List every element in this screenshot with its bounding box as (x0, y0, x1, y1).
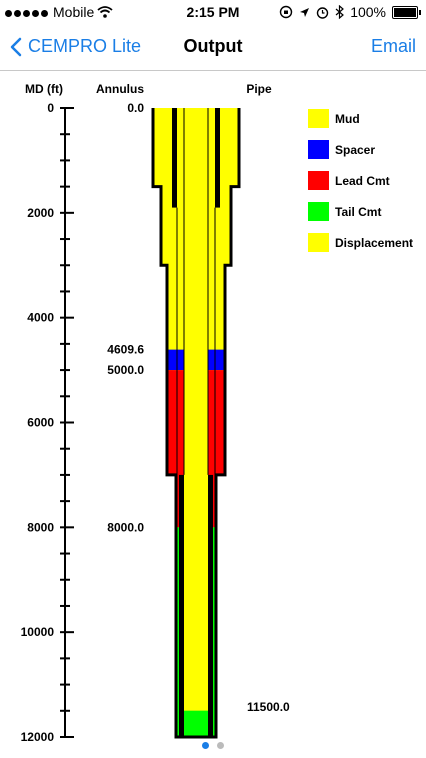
annulus-depth-label: 0.0 (127, 101, 144, 115)
bluetooth-icon (335, 5, 345, 19)
pipe-wall-right (208, 474, 213, 737)
legend-swatch (308, 233, 329, 252)
y-tick-label: 2000 (27, 206, 54, 220)
back-button[interactable]: CEMPRO Lite (10, 36, 141, 57)
y-tick-label: 12000 (21, 730, 55, 744)
page-dot[interactable] (202, 742, 209, 749)
alarm-icon (316, 6, 329, 19)
casing-wall-right (215, 108, 220, 208)
signal-icon (5, 4, 50, 20)
pipe-depth-label: 11500.0 (247, 700, 290, 714)
annulus-header: Annulus (96, 82, 144, 96)
wellbore-schematic (151, 108, 241, 739)
legend-label: Spacer (335, 143, 375, 157)
status-bar: Mobile 2:15 PM 100% (0, 0, 426, 26)
email-button[interactable]: Email (370, 36, 416, 56)
page-title: Output (183, 36, 243, 56)
legend: Mud Spacer Lead Cmt Tail Cmt Displacement (308, 109, 413, 252)
status-right: 100% (279, 4, 421, 20)
location-icon (300, 7, 310, 17)
y-tick-label: 8000 (27, 520, 54, 534)
page-dot[interactable] (217, 742, 224, 749)
pipe-fluid-tail-cmt (184, 710, 208, 737)
y-tick-label: 4000 (27, 311, 54, 325)
chevron-left-icon (10, 37, 22, 56)
battery-icon (392, 5, 421, 19)
y-tick-label: 0 (47, 101, 54, 115)
legend-label: Tail Cmt (335, 205, 381, 219)
navigation-bar: CEMPRO Lite Output Email (0, 26, 426, 71)
casing-wall-left (172, 108, 177, 208)
status-time: 2:15 PM (186, 4, 240, 20)
battery-percent: 100% (350, 4, 386, 20)
pipe-wall-left (179, 474, 184, 737)
legend-swatch (308, 140, 329, 159)
legend-label: Lead Cmt (335, 174, 390, 188)
legend-label: Displacement (335, 236, 413, 250)
y-axis-title: MD (ft) (25, 82, 63, 96)
annulus-depth-label: 5000.0 (107, 363, 144, 377)
carrier-name: Mobile (53, 4, 95, 20)
pipe-fluid-displacement (184, 108, 208, 711)
orientation-lock-icon (279, 5, 293, 19)
annulus-depth-label: 4609.6 (107, 343, 144, 357)
legend-swatch (308, 202, 329, 221)
pipe-header: Pipe (246, 82, 272, 96)
legend-swatch (308, 109, 329, 128)
depth-axis: 0 2000 4000 6000 8000 10000 12000 (21, 101, 74, 744)
page-indicator[interactable] (0, 742, 426, 749)
y-tick-label: 10000 (21, 625, 55, 639)
legend-label: Mud (335, 112, 360, 126)
legend-swatch (308, 171, 329, 190)
y-tick-label: 6000 (27, 416, 54, 430)
depth-labels: 0.0 4609.6 5000.0 8000.0 11500.0 (107, 101, 290, 714)
wifi-icon (97, 6, 113, 18)
back-button-label: CEMPRO Lite (28, 36, 142, 56)
carrier-area: Mobile (5, 4, 113, 20)
annulus-depth-label: 8000.0 (107, 520, 144, 534)
